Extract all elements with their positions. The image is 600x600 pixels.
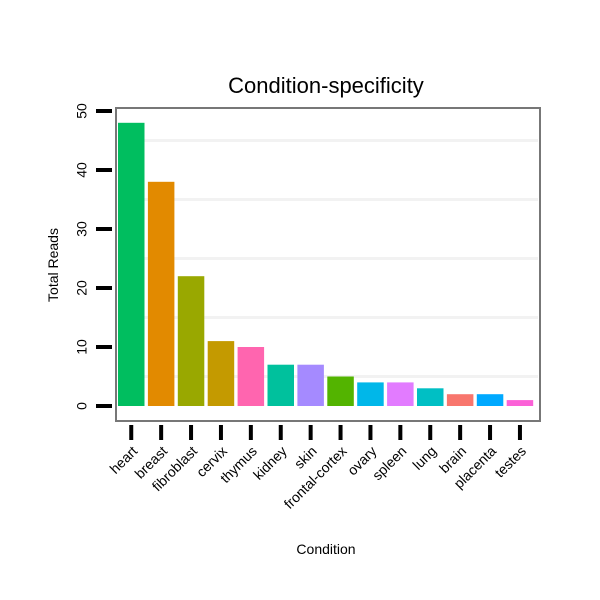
bar	[147, 181, 175, 406]
y-tick-label: 30	[74, 221, 90, 237]
x-tick-label: lung	[409, 443, 439, 473]
x-tick-label: spleen	[369, 443, 409, 483]
bar	[118, 122, 145, 407]
bar	[417, 388, 444, 406]
y-tick-label: 10	[74, 339, 90, 355]
bar	[357, 382, 384, 406]
chart-title: Condition-specificity	[228, 73, 424, 98]
y-axis-label: Total Reads	[45, 228, 61, 302]
y-axis: 0 10 20 30 40 50	[74, 103, 112, 410]
bars	[118, 122, 534, 407]
bar	[327, 376, 354, 406]
bar	[476, 394, 504, 406]
x-tick-label: kidney	[250, 443, 290, 483]
x-tick-label: testes	[491, 443, 529, 481]
bar	[207, 341, 235, 406]
y-tick-label: 0	[74, 402, 90, 410]
x-axis-label: Condition	[296, 541, 355, 557]
bar	[297, 364, 324, 406]
plot-frame	[115, 107, 541, 422]
bar	[237, 347, 265, 406]
bar	[177, 276, 205, 406]
y-tick-label: 20	[74, 280, 90, 296]
bar	[506, 400, 534, 406]
bar	[446, 394, 474, 406]
y-tick-label: 40	[74, 162, 90, 178]
bar	[267, 364, 294, 406]
y-tick-label: 50	[74, 103, 90, 119]
bar	[387, 382, 414, 406]
